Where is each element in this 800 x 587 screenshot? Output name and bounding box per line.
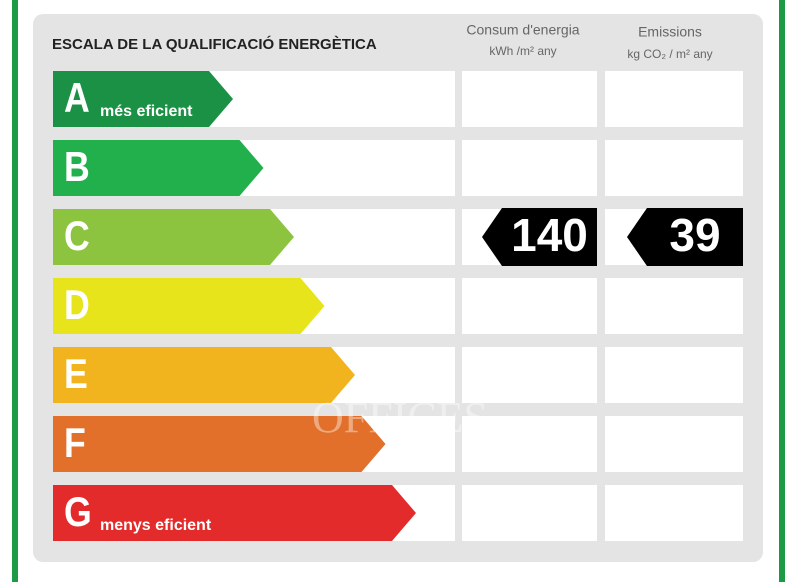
cell	[605, 140, 743, 196]
indicator-arrow	[627, 208, 743, 266]
rating-letter: A	[64, 75, 90, 121]
rating-letter: C	[64, 213, 90, 259]
rating-label: més eficient	[100, 103, 193, 120]
cell	[605, 71, 743, 127]
column-unit: kg CO₂ / m² any	[627, 47, 712, 61]
cell	[605, 485, 743, 541]
indicator-arrow	[482, 208, 597, 266]
cell	[462, 140, 597, 196]
rating-letter: D	[64, 282, 90, 328]
rating-arrow	[53, 485, 416, 541]
cell	[462, 485, 597, 541]
column-title: Emissions	[638, 24, 702, 40]
cell	[462, 347, 597, 403]
rating-letter: G	[64, 489, 92, 535]
column-title: Consum d'energia	[466, 22, 579, 38]
rating-letter: F	[64, 420, 86, 466]
rating-arrow	[53, 71, 233, 127]
cell	[462, 416, 597, 472]
watermark: OFFICES	[312, 393, 488, 442]
cell	[462, 278, 597, 334]
cell	[462, 71, 597, 127]
rating-label: menys eficient	[100, 517, 212, 534]
rating-arrow	[53, 278, 325, 334]
cell	[605, 416, 743, 472]
rating-letter: B	[64, 144, 90, 190]
rating-arrow	[53, 209, 294, 265]
rating-letter: E	[64, 351, 88, 397]
watermark: habitaclia	[345, 273, 455, 303]
title: ESCALA DE LA QUALIFICACIÓ ENERGÈTICA	[52, 35, 377, 53]
border-left	[12, 0, 18, 582]
rating-arrow	[53, 140, 264, 196]
indicator-value: 39	[669, 209, 720, 261]
cell	[605, 278, 743, 334]
border-right	[779, 0, 785, 582]
cell	[605, 347, 743, 403]
column-unit: kWh /m² any	[489, 44, 556, 58]
rating-arrow	[53, 347, 355, 403]
rating-arrow	[53, 416, 386, 472]
indicator-value: 140	[511, 209, 588, 261]
